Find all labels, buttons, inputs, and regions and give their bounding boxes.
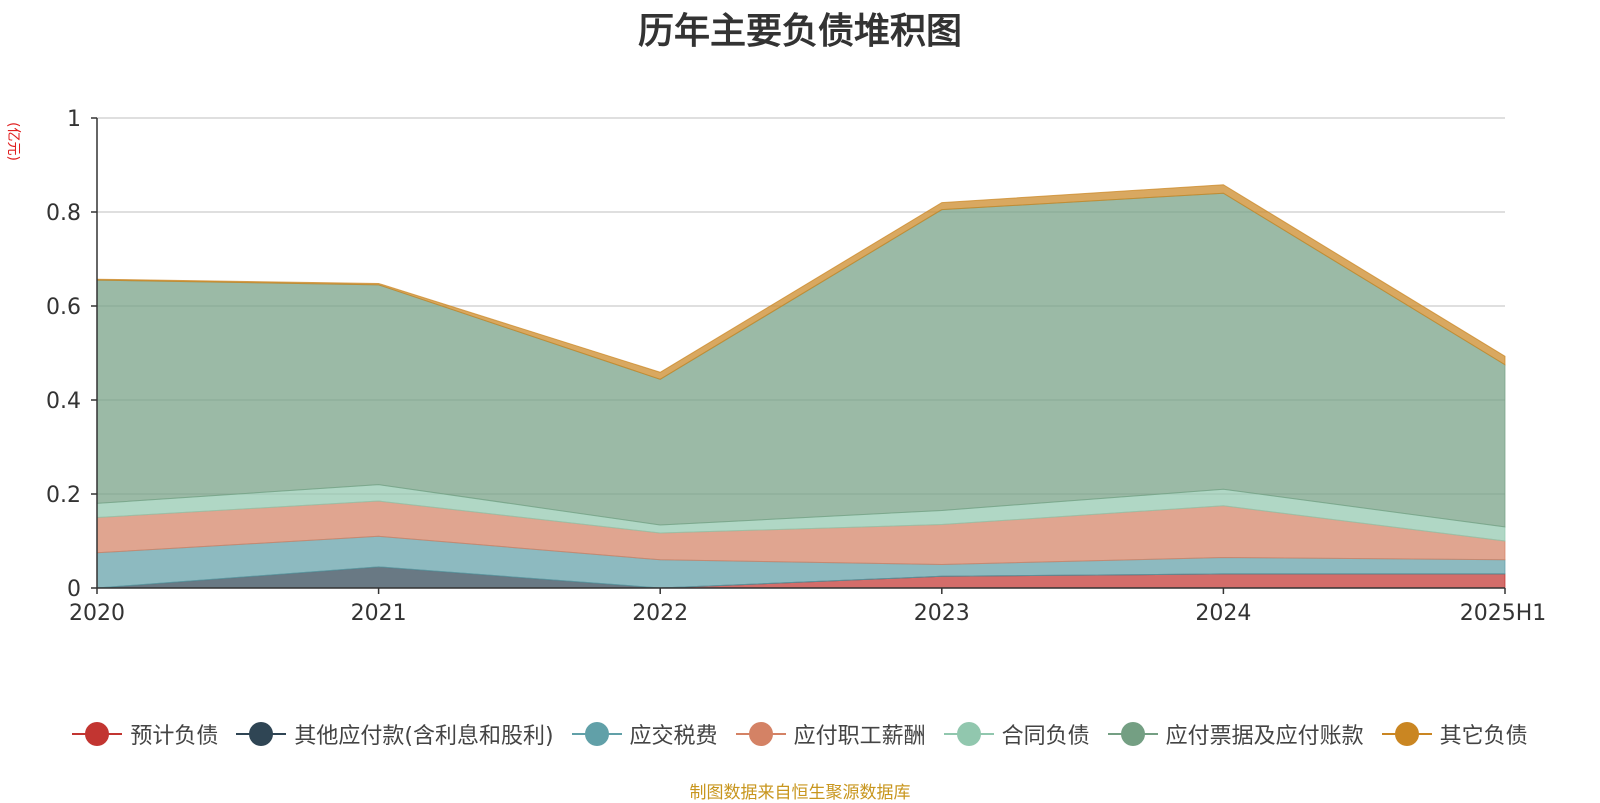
legend-item[interactable]: 应付票据及应付账款: [1107, 718, 1364, 750]
legend-marker-icon: [72, 721, 123, 747]
x-tick-label: 2023: [914, 601, 970, 626]
y-tick-label: 1: [67, 107, 81, 132]
legend-marker-icon: [1381, 721, 1432, 747]
chart-title: 历年主要负债堆积图: [637, 11, 962, 52]
legend-item[interactable]: 其它负债: [1381, 718, 1528, 750]
legend-marker-icon: [571, 721, 622, 747]
y-tick-label: 0.8: [46, 201, 81, 226]
x-tick-label: 2020: [69, 601, 125, 626]
legend-label: 合同负债: [1001, 724, 1090, 749]
legend-label: 预计负债: [130, 724, 219, 749]
legend-marker-icon: [943, 721, 994, 747]
legend-item[interactable]: 预计负债: [72, 718, 218, 750]
legend-item[interactable]: 应付职工薪酬: [735, 718, 926, 750]
legend-label: 其他应付款(含利息和股利): [294, 724, 554, 749]
x-tick-label: 2021: [351, 601, 407, 626]
legend-marker-icon: [1107, 721, 1158, 747]
x-tick-label: 2025H1: [1460, 601, 1547, 626]
legend-label: 应交税费: [629, 724, 718, 749]
legend-item[interactable]: 合同负债: [943, 718, 1090, 750]
x-tick-label: 2024: [1195, 601, 1251, 626]
y-tick-label: 0.4: [46, 389, 81, 414]
legend-label: 应付票据及应付账款: [1165, 724, 1364, 749]
area-series-group: [96, 184, 1506, 589]
y-tick-label: 0.2: [46, 483, 81, 508]
legend-marker-icon: [236, 721, 287, 747]
legend-label: 其它负债: [1439, 724, 1528, 749]
tick-labels: 0 0.2 0.4 0.6 0.8 1 2020 2021 2022 2023 2024 2025H1: [46, 107, 1546, 626]
source-note: 制图数据来自恒生聚源数据库: [689, 783, 911, 803]
legend: 预计负债 其他应付款(含利息和股利) 应交税费 应付职工薪酬 合同负债 应付票据及应付账款…: [0, 718, 1600, 750]
area-series: [96, 184, 1506, 380]
legend-item[interactable]: 其他应付款(含利息和股利): [236, 718, 554, 750]
legend-label: 应付职工薪酬: [793, 724, 926, 749]
area-series: [96, 192, 1506, 528]
y-tick-label: 0.6: [46, 295, 81, 320]
stacked-area-chart: 0 0.2 0.4 0.6 0.8 1 2020 2021 2022 2023 2024 2025H1: [46, 107, 1546, 626]
y-tick-label: 0: [67, 577, 81, 602]
x-tick-label: 2022: [632, 601, 688, 626]
legend-item[interactable]: 应交税费: [571, 718, 718, 750]
legend-marker-icon: [735, 721, 786, 747]
axes: [91, 117, 1506, 594]
